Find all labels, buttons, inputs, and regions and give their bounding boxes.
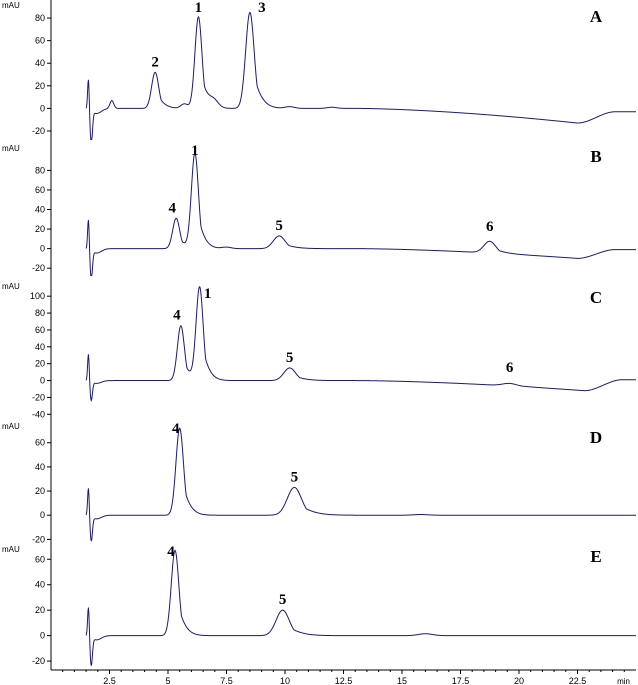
- trace-c: [85, 286, 636, 403]
- y-tick-label: 40: [35, 342, 45, 352]
- y-tick-label: 20: [35, 81, 45, 91]
- y-tick-label: -40: [32, 409, 45, 419]
- trace-e: [85, 549, 636, 666]
- y-tick-label: -20: [32, 534, 45, 544]
- y-tick-label: 60: [35, 325, 45, 335]
- peak-label-3: 3: [258, 0, 266, 16]
- peak-label-5: 5: [275, 218, 283, 234]
- x-tick-label: 15: [397, 676, 407, 685]
- y-tick-label: -20: [32, 126, 45, 136]
- y-tick-label: 80: [35, 165, 45, 175]
- y-tick-label: 0: [40, 631, 45, 641]
- panel-letter: B: [590, 147, 601, 166]
- peak-label-4: 4: [172, 421, 180, 437]
- y-tick-label: 0: [40, 244, 45, 254]
- y-tick-label: 40: [35, 58, 45, 68]
- y-tick-label: 80: [35, 13, 45, 23]
- y-tick-label: 80: [35, 308, 45, 318]
- peak-label-4: 4: [173, 308, 181, 324]
- y-tick-label: 40: [35, 462, 45, 472]
- trace-d: [85, 427, 636, 542]
- x-tick-label: 7.5: [220, 676, 233, 685]
- peak-label-2: 2: [151, 54, 159, 70]
- y-tick-label: 0: [40, 376, 45, 386]
- panel-c: -40 -20 0 20 40 60 80 100 mAU 4 1 5 6 C: [2, 282, 636, 419]
- x-unit-label: min: [617, 677, 630, 685]
- y-tick-label: 20: [35, 359, 45, 369]
- y-tick-label: 40: [35, 205, 45, 215]
- panel-letter: E: [590, 547, 601, 566]
- x-axis: 2.5 5 7.5 10 12.5 15 17.5 20 22.5 min: [51, 669, 636, 685]
- x-tick-label: 10: [280, 676, 290, 685]
- panel-e: -20 0 20 40 60 mAU 4 5 E: [2, 544, 636, 666]
- peak-label-4: 4: [167, 544, 175, 560]
- x-tick-label: 20: [514, 676, 524, 685]
- peak-label-5: 5: [291, 469, 299, 485]
- y-tick-label: 20: [35, 605, 45, 615]
- peak-label-6: 6: [506, 360, 514, 376]
- peak-label-4: 4: [168, 200, 176, 216]
- panel-letter: C: [590, 288, 602, 307]
- x-tick-label: 5: [165, 676, 170, 685]
- peak-label-5: 5: [286, 350, 294, 366]
- y-tick-label: 0: [40, 510, 45, 520]
- y-unit-label: mAU: [2, 282, 20, 291]
- y-tick-label: 60: [35, 185, 45, 195]
- y-unit-label: mAU: [2, 545, 20, 554]
- y-tick-label: 60: [35, 438, 45, 448]
- panel-letter: D: [590, 428, 602, 447]
- peak-label-1: 1: [191, 143, 199, 159]
- y-tick-label: 40: [35, 580, 45, 590]
- y-tick-label: 100: [30, 291, 45, 301]
- peak-label-1: 1: [204, 286, 212, 302]
- y-tick-label: 20: [35, 486, 45, 496]
- x-tick-label: 17.5: [452, 676, 470, 685]
- x-tick-label: 22.5: [569, 676, 587, 685]
- panel-d: -20 0 20 40 60 mAU 4 5 D: [2, 421, 636, 544]
- y-tick-label: 20: [35, 224, 45, 234]
- peak-label-5: 5: [279, 592, 287, 608]
- panel-b: -20 0 20 40 60 80 mAU 4 1 5 6 B: [2, 143, 636, 277]
- trace-b: [85, 152, 636, 277]
- y-tick-label: 60: [35, 36, 45, 46]
- y-unit-label: mAU: [2, 422, 20, 431]
- trace-a: [85, 11, 636, 140]
- y-unit-label: mAU: [2, 1, 20, 10]
- x-tick-label: 12.5: [335, 676, 353, 685]
- y-tick-label: -20: [32, 656, 45, 666]
- panel-a: -20 0 20 40 60 80 mAU 2 1 3 A: [2, 0, 636, 140]
- peak-label-1: 1: [195, 0, 203, 16]
- y-tick-label: -20: [32, 263, 45, 273]
- peak-label-6: 6: [486, 219, 494, 235]
- y-tick-label: 0: [40, 103, 45, 113]
- x-tick-label: 2.5: [103, 676, 116, 685]
- y-unit-label: mAU: [2, 144, 20, 153]
- y-tick-label: -20: [32, 392, 45, 402]
- y-tick-label: 60: [35, 554, 45, 564]
- panel-letter: A: [590, 7, 603, 26]
